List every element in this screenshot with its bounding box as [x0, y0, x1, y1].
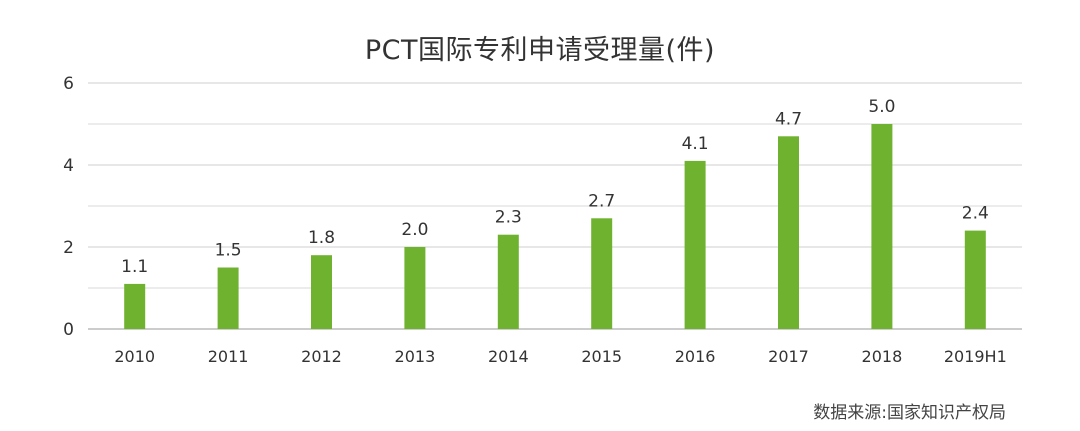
- data-label: 2.7: [588, 191, 615, 211]
- source-note: 数据来源:国家知识产权局: [813, 403, 1006, 423]
- x-tick-label: 2012: [301, 347, 342, 366]
- x-tick-label: 2016: [675, 347, 716, 366]
- bar: [871, 124, 893, 329]
- x-tick-label: 2011: [208, 347, 249, 366]
- data-label: 1.8: [308, 228, 335, 248]
- y-tick-label: 4: [63, 156, 74, 176]
- data-label: 2.0: [401, 220, 428, 240]
- chart-title: PCT国际专利申请受理量(件): [364, 35, 716, 66]
- x-tick-label: 2017: [768, 347, 809, 366]
- bar: [497, 234, 519, 329]
- x-tick-label: 2018: [862, 347, 903, 366]
- data-label: 4.7: [775, 109, 802, 129]
- x-tick-label: 2015: [581, 347, 622, 366]
- bar: [404, 247, 426, 329]
- y-tick-label: 2: [63, 238, 74, 258]
- bar: [964, 230, 986, 329]
- data-label: 1.1: [121, 257, 148, 277]
- bar: [778, 136, 799, 329]
- data-label: 1.5: [215, 241, 242, 261]
- bar: [591, 218, 613, 329]
- x-tick-label: 2014: [488, 347, 529, 366]
- bar: [311, 255, 332, 329]
- data-label: 4.1: [682, 134, 709, 154]
- x-tick-label: 2010: [114, 347, 155, 366]
- bar: [217, 267, 239, 329]
- x-tick-label: 2019H1: [944, 347, 1007, 366]
- data-label: 2.3: [495, 208, 522, 228]
- x-tick-label: 2013: [395, 347, 436, 366]
- y-tick-label: 6: [63, 74, 74, 94]
- bar: [684, 160, 706, 329]
- y-tick-label: 0: [63, 320, 74, 340]
- bar: [124, 283, 146, 329]
- data-label: 2.4: [962, 204, 989, 224]
- data-label: 5.0: [868, 97, 895, 117]
